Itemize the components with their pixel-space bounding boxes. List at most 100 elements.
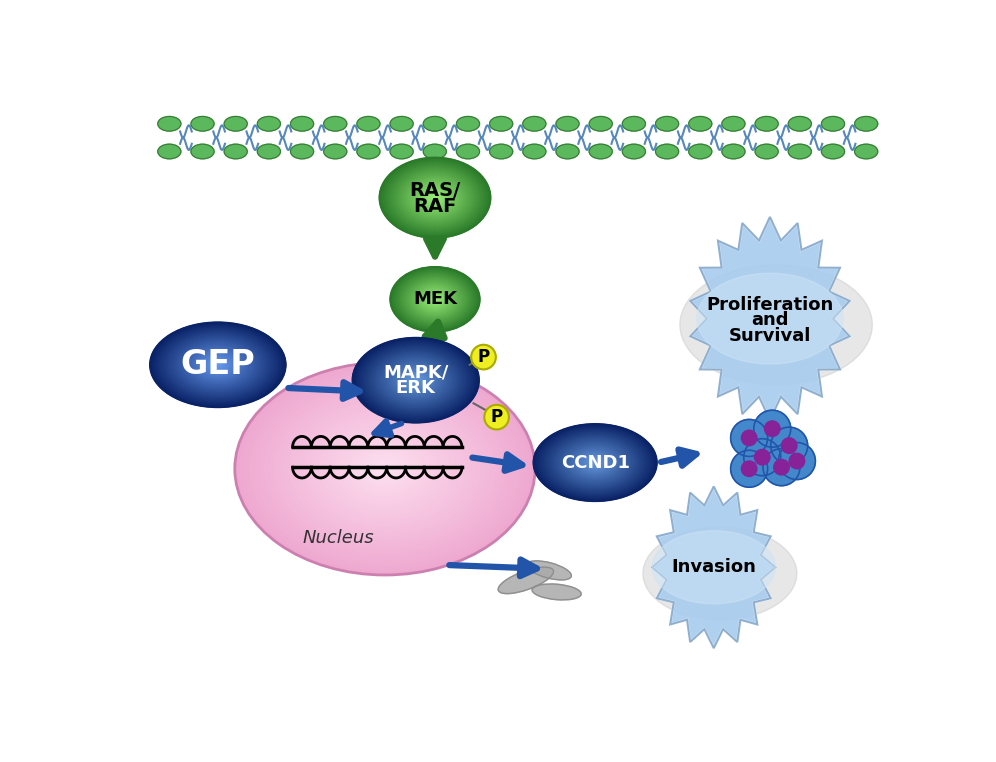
Ellipse shape bbox=[374, 462, 395, 475]
Ellipse shape bbox=[583, 455, 608, 470]
Ellipse shape bbox=[192, 349, 243, 381]
Ellipse shape bbox=[538, 427, 652, 498]
Ellipse shape bbox=[680, 265, 872, 384]
Ellipse shape bbox=[418, 287, 452, 312]
Ellipse shape bbox=[191, 347, 245, 382]
Ellipse shape bbox=[380, 158, 489, 237]
Ellipse shape bbox=[357, 144, 380, 158]
Ellipse shape bbox=[555, 437, 635, 488]
Ellipse shape bbox=[191, 144, 214, 158]
Ellipse shape bbox=[419, 288, 450, 311]
Ellipse shape bbox=[168, 334, 267, 395]
Ellipse shape bbox=[305, 412, 465, 526]
Ellipse shape bbox=[571, 447, 620, 478]
Ellipse shape bbox=[568, 445, 622, 480]
Ellipse shape bbox=[421, 290, 448, 309]
Ellipse shape bbox=[541, 429, 649, 496]
Ellipse shape bbox=[390, 267, 480, 331]
Ellipse shape bbox=[300, 408, 470, 529]
Polygon shape bbox=[690, 217, 850, 420]
Ellipse shape bbox=[403, 372, 428, 389]
Ellipse shape bbox=[365, 455, 405, 483]
Ellipse shape bbox=[235, 363, 535, 575]
Ellipse shape bbox=[158, 328, 277, 402]
Ellipse shape bbox=[420, 289, 449, 310]
Ellipse shape bbox=[572, 448, 619, 477]
Ellipse shape bbox=[697, 273, 843, 364]
Ellipse shape bbox=[591, 459, 600, 466]
Ellipse shape bbox=[399, 274, 471, 325]
Ellipse shape bbox=[540, 428, 650, 498]
Text: Proliferation: Proliferation bbox=[706, 296, 834, 314]
Ellipse shape bbox=[722, 144, 745, 158]
Ellipse shape bbox=[390, 117, 413, 131]
Ellipse shape bbox=[374, 351, 458, 408]
Ellipse shape bbox=[350, 444, 420, 494]
Ellipse shape bbox=[655, 117, 678, 131]
Ellipse shape bbox=[374, 353, 457, 408]
Text: and: and bbox=[751, 311, 789, 329]
Text: RAF: RAF bbox=[413, 197, 457, 216]
Ellipse shape bbox=[359, 342, 472, 418]
Ellipse shape bbox=[552, 436, 638, 489]
Text: MEK: MEK bbox=[413, 290, 457, 309]
Ellipse shape bbox=[490, 117, 513, 131]
Text: GEP: GEP bbox=[180, 348, 255, 381]
Ellipse shape bbox=[590, 117, 613, 131]
Ellipse shape bbox=[431, 297, 438, 302]
Ellipse shape bbox=[410, 180, 460, 216]
Ellipse shape bbox=[562, 441, 629, 484]
Ellipse shape bbox=[382, 358, 449, 402]
Ellipse shape bbox=[400, 370, 431, 391]
Ellipse shape bbox=[400, 274, 469, 325]
Ellipse shape bbox=[202, 355, 233, 374]
Ellipse shape bbox=[211, 360, 225, 369]
Text: RAS/: RAS/ bbox=[409, 181, 460, 200]
Ellipse shape bbox=[174, 338, 262, 392]
Ellipse shape bbox=[291, 117, 314, 131]
Ellipse shape bbox=[592, 461, 599, 465]
Ellipse shape bbox=[398, 273, 472, 326]
Circle shape bbox=[744, 439, 781, 475]
Ellipse shape bbox=[432, 298, 437, 301]
Ellipse shape bbox=[369, 348, 463, 412]
Ellipse shape bbox=[431, 195, 439, 200]
Ellipse shape bbox=[425, 292, 445, 306]
Ellipse shape bbox=[411, 377, 420, 383]
Text: ERK: ERK bbox=[395, 379, 435, 397]
Ellipse shape bbox=[427, 293, 443, 305]
Ellipse shape bbox=[423, 117, 446, 131]
Ellipse shape bbox=[586, 456, 605, 469]
Circle shape bbox=[779, 443, 816, 479]
Ellipse shape bbox=[160, 328, 276, 401]
Circle shape bbox=[765, 421, 780, 437]
Ellipse shape bbox=[580, 453, 611, 472]
Ellipse shape bbox=[353, 338, 479, 423]
Ellipse shape bbox=[577, 451, 614, 474]
Ellipse shape bbox=[490, 144, 513, 158]
Ellipse shape bbox=[432, 196, 438, 200]
Ellipse shape bbox=[582, 454, 609, 471]
Ellipse shape bbox=[197, 352, 238, 377]
Ellipse shape bbox=[403, 277, 466, 322]
Ellipse shape bbox=[401, 370, 430, 389]
Ellipse shape bbox=[557, 438, 633, 487]
Ellipse shape bbox=[585, 456, 606, 469]
Ellipse shape bbox=[403, 174, 467, 221]
Ellipse shape bbox=[428, 193, 442, 203]
Ellipse shape bbox=[523, 117, 546, 131]
Ellipse shape bbox=[413, 284, 456, 315]
Ellipse shape bbox=[370, 458, 400, 479]
Ellipse shape bbox=[404, 373, 427, 388]
Ellipse shape bbox=[412, 181, 457, 213]
Ellipse shape bbox=[419, 187, 450, 209]
Ellipse shape bbox=[358, 341, 474, 419]
Ellipse shape bbox=[398, 369, 433, 392]
Ellipse shape bbox=[498, 567, 554, 594]
Ellipse shape bbox=[213, 362, 223, 368]
Ellipse shape bbox=[392, 364, 439, 396]
Ellipse shape bbox=[396, 170, 474, 226]
Ellipse shape bbox=[532, 584, 582, 600]
Ellipse shape bbox=[424, 190, 446, 206]
Ellipse shape bbox=[414, 183, 456, 213]
